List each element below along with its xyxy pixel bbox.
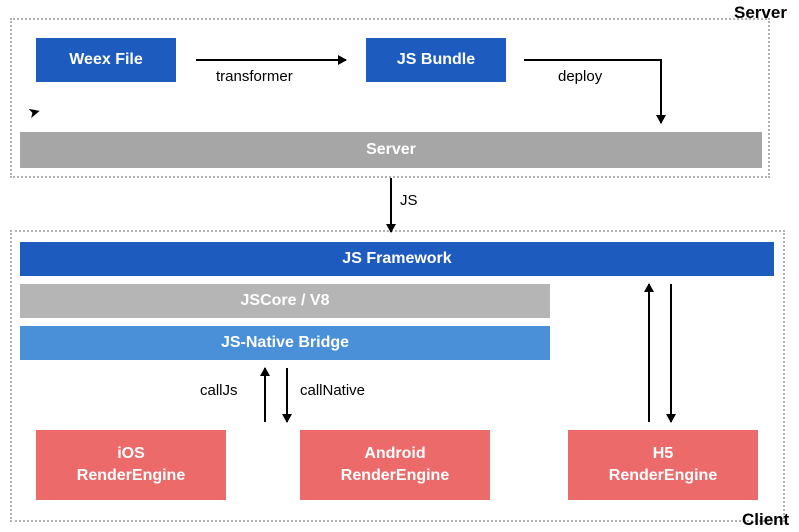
js-arrow — [390, 178, 392, 232]
weex-file-box: Weex File — [36, 38, 176, 82]
android-line1: Android — [341, 443, 449, 465]
calljs-label: callJs — [200, 382, 238, 399]
jscore-v8-bar: JSCore / V8 — [20, 284, 550, 318]
deploy-arrow-h — [524, 59, 660, 61]
deploy-label: deploy — [558, 68, 602, 85]
callnative-label: callNative — [300, 382, 365, 399]
calljs-arrow — [264, 368, 266, 422]
h5-render-engine-box: H5 RenderEngine — [568, 430, 758, 500]
callnative-arrow — [286, 368, 288, 422]
client-group-label: Client — [742, 510, 789, 530]
h5-line1: H5 — [609, 443, 717, 465]
js-arrow-label: JS — [400, 192, 418, 209]
js-bundle-box: JS Bundle — [366, 38, 506, 82]
server-group-label: Server — [734, 3, 787, 23]
android-line2: RenderEngine — [341, 465, 449, 487]
js-native-bridge-bar: JS-Native Bridge — [20, 326, 550, 360]
ios-line1: iOS — [77, 443, 185, 465]
server-bar: Server — [20, 132, 762, 168]
ios-line2: RenderEngine — [77, 465, 185, 487]
h5-down-arrow — [670, 284, 672, 422]
h5-line2: RenderEngine — [609, 465, 717, 487]
js-framework-bar: JS Framework — [20, 242, 774, 276]
ios-render-engine-box: iOS RenderEngine — [36, 430, 226, 500]
h5-up-arrow — [648, 284, 650, 422]
android-render-engine-box: Android RenderEngine — [300, 430, 490, 500]
diagram-canvas: Server Client Weex File JS Bundle Server… — [0, 0, 799, 532]
transformer-arrow — [196, 59, 346, 61]
transformer-label: transformer — [216, 68, 293, 85]
deploy-arrow-v — [660, 59, 662, 123]
